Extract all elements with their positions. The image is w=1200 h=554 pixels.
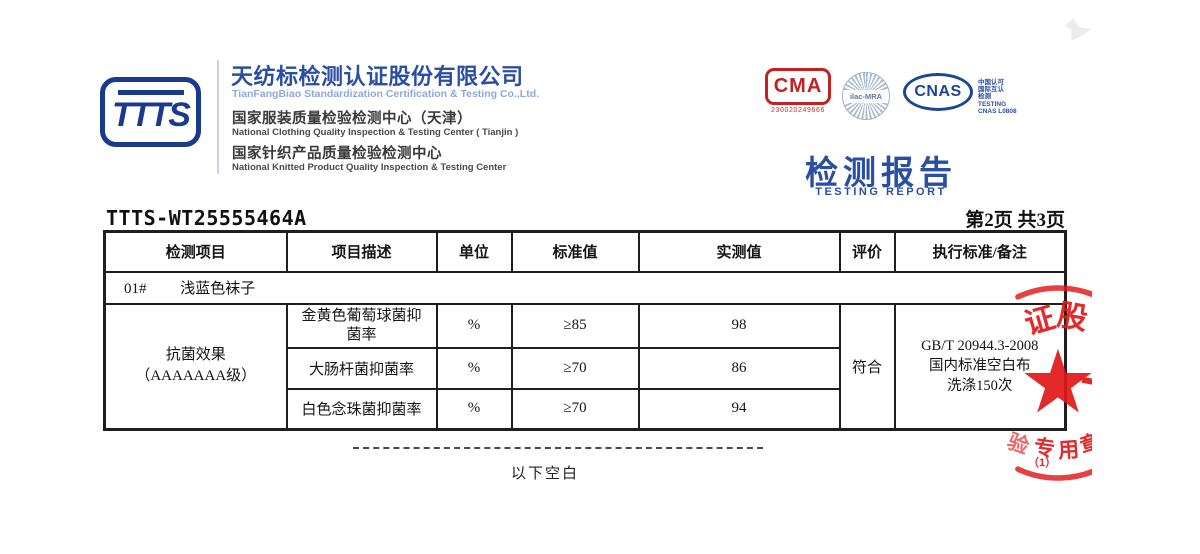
center1-name-en: National Clothing Quality Inspection & T… [232,127,519,138]
header-test-item: 检测项目 [103,230,288,273]
cnas-accreditation-text: 中国认可 国际互认 检测 TESTING CNAS L0808 [978,79,1017,115]
center2-name-cn: 国家针织产品质量检验检测中心 [232,146,442,162]
item-cell: 白色念珠菌抑菌率 [285,387,438,431]
table-row: 大肠杆菌抑菌率 % ≥70 86 [105,346,1066,390]
cnas-side-line: TESTING [978,100,1007,108]
group-label-line2: （AAAAAAA级） [135,368,257,385]
report-number: TTTS-WT25555464A [106,206,307,230]
sample-cell: 01# 浅蓝色袜子 [103,270,1067,305]
stamp-bottom-char: 专 [1032,435,1057,462]
ttts-logo-bar [117,89,184,95]
report-title-en: TESTING REPORT [815,186,947,198]
header-divider [217,60,219,174]
scan-artifact [1061,17,1093,46]
results-table-container: 检测项目 项目描述 单位 标准值 实测值 评价 执行标准/备注 01# 浅蓝色袜… [103,230,1067,431]
cnas-mark-icon: CNAS [903,73,973,111]
measured-cell: 98 [637,302,841,349]
cnas-side-line: 检测 [978,93,991,101]
stamp-bottom-char: 用 [1057,438,1080,463]
unit-cell: % [435,302,513,349]
ilac-mra-mark-icon: ilac-MRA [842,72,890,120]
end-of-report-note: 以下空白 [510,466,579,482]
sample-number: 01# [124,281,147,297]
header-evaluation: 评价 [838,230,896,273]
center2-name-en: National Knitted Product Quality Inspect… [232,162,507,173]
standard-cell: ≥85 [510,302,640,349]
unit-cell: % [435,346,513,390]
group-label-cell: 抗菌效果 （AAAAAAA级） [103,302,288,431]
standard-cell: ≥70 [510,346,640,390]
ttts-logo-text: TTTS [112,95,191,134]
item-cell: 大肠杆菌抑菌率 [285,346,438,390]
company-name-cn: 天纺标检测认证股份有限公司 [231,64,524,89]
standard-ref-line3: 洗涤150次 [947,378,1013,395]
report-title-cn: 检测报告 [805,154,957,191]
page-number: 第2页 共3页 [965,210,1065,231]
company-name-en: TianFangBiao Standardization Certificati… [232,88,540,100]
measured-cell: 94 [637,387,841,431]
group-label-line1: 抗菌效果 [165,347,226,364]
center1-name-cn: 国家服装质量检验检测中心（天津） [232,111,472,127]
header-measured-value: 实测值 [637,230,841,273]
header-item-description: 项目描述 [285,230,438,273]
sample-row: 01# 浅蓝色袜子 [103,270,1067,305]
cnas-label: CNAS [914,83,962,100]
cma-label: CMA [773,75,823,97]
header-unit: 单位 [435,230,513,273]
standard-cell: ≥70 [510,387,640,431]
standard-ref-cell: GB/T 20944.3-2008 国内标准空白布 洗涤150次 [893,302,1067,431]
measured-cell: 86 [637,346,841,390]
stamp-serial: （1） [1028,457,1057,469]
cma-mark-icon: CMA 230020249666 [763,68,833,114]
evaluation-cell: 符合 [838,302,896,431]
sample-description: 浅蓝色袜子 [180,281,256,297]
stamp-dash [1081,376,1092,386]
item-cell: 金黄色葡萄球菌抑菌率 [285,302,438,349]
cnas-side-line: 国际互认 [978,86,1004,94]
ilac-mra-label: ilac-MRA [843,90,889,103]
cma-number: 230020249666 [771,107,825,114]
ttts-logo: TTTS [100,77,201,147]
unit-cell: % [435,387,513,431]
table-header-row: 检测项目 项目描述 单位 标准值 实测值 评价 执行标准/备注 [103,230,1067,273]
standard-ref-line2: 国内标准空白布 [929,358,1031,375]
stamp-bottom-char: 章 [1077,430,1092,459]
results-table: 检测项目 项目描述 单位 标准值 实测值 评价 执行标准/备注 01# 浅蓝色袜… [103,230,1067,431]
standard-ref-line1: GB/T 20944.3-2008 [921,338,1039,355]
header-standard-remark: 执行标准/备注 [893,230,1067,273]
cnas-side-line: 中国认可 [978,79,1004,86]
section-divider-dashes [353,447,763,449]
table-row: 抗菌效果 （AAAAAAA级） 金黄色葡萄球菌抑菌率 % ≥85 98 符合 G… [103,302,1067,431]
cma-frame: CMA [765,68,831,105]
header-standard-value: 标准值 [510,230,640,273]
cnas-side-line: CNAS L0808 [978,107,1017,115]
table-row: 白色念珠菌抑菌率 % ≥70 94 [105,387,1066,431]
